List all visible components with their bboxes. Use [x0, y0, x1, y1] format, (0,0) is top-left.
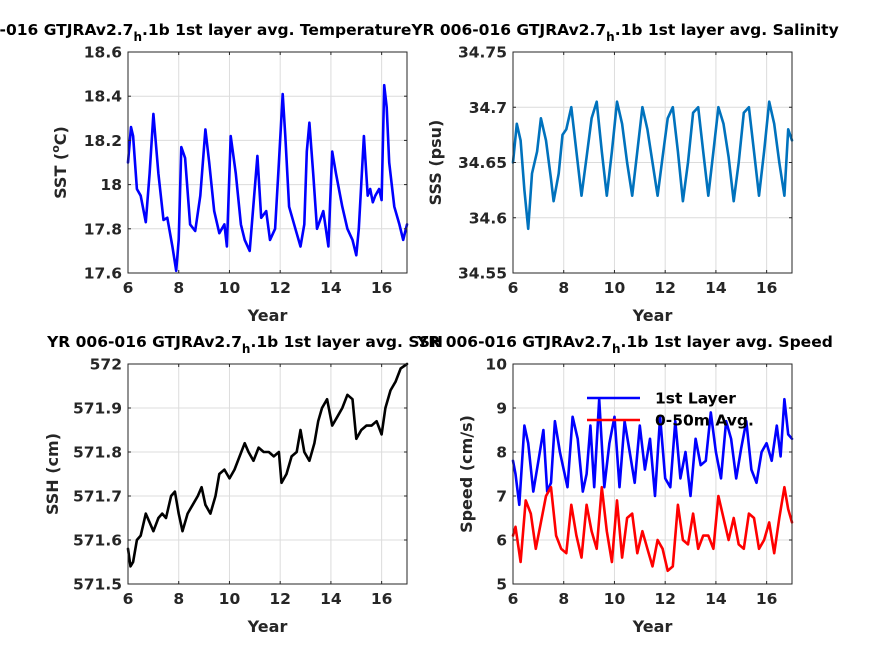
axes-frame: [127, 363, 408, 585]
y-tick-label: 571.9: [73, 400, 122, 418]
axes-frame: [512, 363, 793, 585]
chart-panel: 6 8 10 12 14 16 17.6 17.8 18 18.2 18.4 18.6 Year SST …: [0, 21, 411, 325]
y-tick-label: 17.8: [84, 220, 122, 238]
x-tick-label: 10: [219, 279, 241, 297]
chart-title: YR 006-016 GTJRAv2.7h.1b 1st layer avg. …: [0, 21, 411, 44]
series-line: [511, 397, 794, 507]
x-tick-label: 12: [269, 590, 291, 608]
series-line: [511, 485, 794, 573]
chart-title: YR 006-016 GTJRAv2.7h.1b 1st layer avg. …: [410, 21, 838, 44]
y-tick-label: 18.2: [84, 132, 122, 150]
x-tick-label: 6: [123, 590, 134, 608]
y-tick-label: 34.7: [469, 99, 507, 117]
y-axis-label: SSS (psu): [426, 120, 445, 206]
y-tick-label: 6: [496, 532, 507, 550]
x-tick-label: 14: [705, 590, 727, 608]
x-tick-label: 16: [756, 590, 778, 608]
chart-title: YR 006-016 GTJRAv2.7h.1b 1st layer avg. …: [46, 333, 443, 356]
x-tick-label: 8: [558, 590, 569, 608]
chart-title: YR 006-016 GTJRAv2.7h.1b 1st layer avg. …: [416, 333, 833, 356]
x-tick-label: 12: [654, 279, 676, 297]
x-tick-label: 16: [371, 590, 393, 608]
chart-panel: 6 8 10 12 14 16 571.5 571.6 571.7 571.8 571.9 572 Ye…: [43, 333, 443, 636]
legend-label: 0-50m Avg.: [655, 412, 754, 430]
x-tick-label: 8: [173, 279, 184, 297]
y-tick-label: 18.4: [84, 88, 122, 106]
y-tick-label: 18: [100, 176, 122, 194]
y-tick-label: 34.65: [458, 154, 507, 172]
y-tick-label: 34.75: [458, 44, 507, 62]
y-axis-label: SST (oC): [49, 126, 70, 199]
y-tick-label: 10: [485, 356, 507, 374]
y-tick-label: 18.6: [84, 44, 122, 62]
y-tick-label: 8: [496, 444, 507, 462]
legend: 1st Layer 0-50m Avg.: [587, 390, 754, 430]
x-axis-label: Year: [632, 617, 673, 636]
x-tick-label: 12: [654, 590, 676, 608]
x-axis-label: Year: [247, 617, 288, 636]
x-tick-label: 10: [219, 590, 241, 608]
x-tick-label: 6: [508, 590, 519, 608]
axes-frame: [127, 51, 408, 274]
y-tick-label: 5: [496, 576, 507, 594]
y-tick-label: 17.6: [84, 265, 122, 283]
series-line: [126, 362, 409, 568]
x-tick-label: 6: [123, 279, 134, 297]
y-tick-label: 7: [496, 488, 507, 506]
x-axis-label: Year: [632, 306, 673, 325]
x-tick-label: 10: [604, 590, 626, 608]
y-tick-label: 571.5: [73, 576, 122, 594]
legend-label: 1st Layer: [655, 390, 736, 408]
x-tick-label: 14: [705, 279, 727, 297]
y-tick-label: 572: [90, 356, 122, 374]
x-tick-label: 16: [371, 279, 393, 297]
series-line: [511, 100, 794, 231]
series-line: [126, 83, 409, 273]
x-tick-label: 16: [756, 279, 778, 297]
x-axis-label: Year: [247, 306, 288, 325]
y-axis-label: Speed (cm/s): [457, 415, 476, 533]
x-tick-label: 8: [173, 590, 184, 608]
y-tick-label: 34.6: [469, 209, 507, 227]
y-tick-label: 571.7: [73, 488, 122, 506]
y-tick-label: 571.6: [73, 532, 122, 550]
x-tick-label: 10: [604, 279, 626, 297]
chart-panel: 6 8 10 12 14 16 34.55 34.6 34.65 34.7 34.75 Year SSS…: [410, 21, 838, 325]
y-axis-label: SSH (cm): [43, 433, 62, 515]
y-tick-label: 571.8: [73, 444, 122, 462]
x-tick-label: 12: [269, 279, 291, 297]
plot-area: [128, 364, 407, 584]
x-tick-label: 6: [508, 279, 519, 297]
x-tick-label: 14: [320, 279, 342, 297]
y-tick-label: 9: [496, 400, 507, 418]
plot-area: [128, 52, 407, 273]
y-tick-label: 34.55: [458, 265, 507, 283]
x-tick-label: 14: [320, 590, 342, 608]
x-tick-label: 8: [558, 279, 569, 297]
